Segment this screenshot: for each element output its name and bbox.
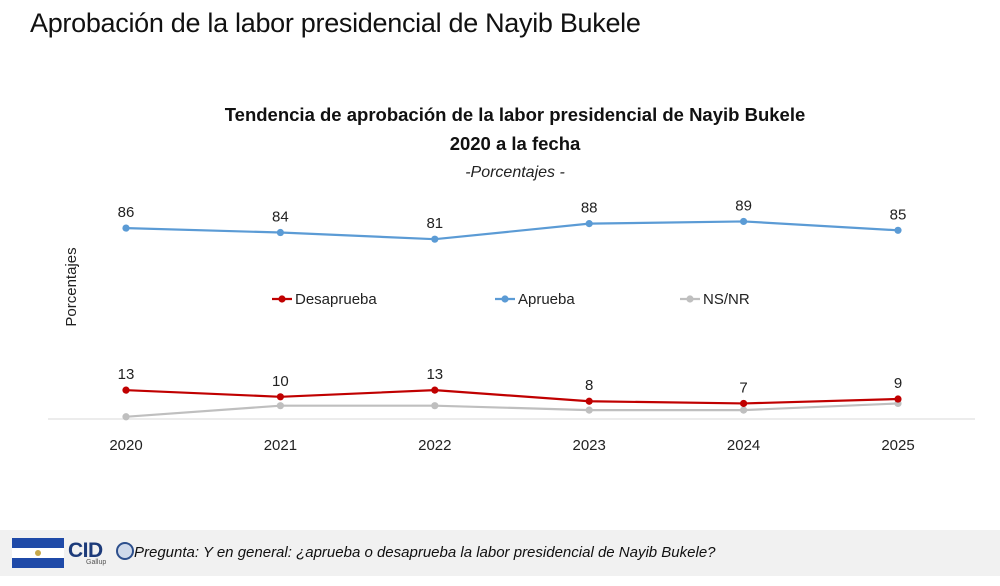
data-label-desaprueba-2024: 7 [739,379,747,396]
data-label-aprueba-2025: 85 [890,206,907,223]
data-point-desaprueba-2023 [585,397,593,405]
chart-title-line2: 2020 a la fecha [450,133,581,154]
data-point-aprueba-2020 [122,224,130,232]
footer: CID Gallup Pregunta: Y en general: ¿apru… [0,530,1000,576]
approval-line-chart: Tendencia de aprobación de la labor pres… [48,104,975,454]
data-point-ns-nr-2021 [276,402,284,410]
data-label-aprueba-2022: 81 [426,215,443,232]
data-point-desaprueba-2024 [740,399,748,408]
legend-marker-aprueba [501,295,509,303]
data-point-aprueba-2023 [585,220,593,228]
data-point-ns-nr-2024 [740,406,748,414]
data-point-desaprueba-2022 [431,386,439,394]
series-line-ns-nr [125,402,899,418]
legend-marker-ns-nr [686,295,694,303]
data-point-aprueba-2025 [894,226,902,234]
data-label-desaprueba-2021: 10 [272,373,289,390]
survey-question: Pregunta: Y en general: ¿aprueba o desap… [134,544,716,561]
logo-subtext: Gallup [86,559,107,566]
el-salvador-flag-icon [12,538,64,568]
data-point-ns-nr-2020 [122,413,130,421]
data-point-aprueba-2021 [276,228,284,237]
legend-label-ns-nr: NS/NR [703,291,750,308]
legend-label-desaprueba: Desaprueba [295,291,377,308]
x-tick-label-2024: 2024 [727,437,760,454]
data-label-desaprueba-2023: 8 [585,377,593,394]
legend-item-ns-nr: NS/NR [680,291,750,308]
globe-icon [116,542,134,560]
legend-label-aprueba: Aprueba [518,291,575,308]
data-label-desaprueba-2025: 9 [894,375,902,392]
slide-title: Aprobación de la labor presidencial de N… [30,8,641,38]
x-tick-label-2021: 2021 [264,437,297,454]
data-label-aprueba-2024: 89 [735,197,752,214]
data-point-desaprueba-2025 [894,395,902,403]
data-label-aprueba-2021: 84 [272,209,289,226]
cid-gallup-logo: CID Gallup [12,538,134,568]
x-tick-label-2022: 2022 [418,437,451,454]
data-point-aprueba-2022 [431,235,439,243]
data-label-aprueba-2020: 86 [118,204,135,221]
logo-text: CID [68,539,103,562]
legend-item-desaprueba: Desaprueba [272,291,377,308]
data-point-desaprueba-2021 [276,393,284,401]
data-point-desaprueba-2020 [122,386,130,394]
legend: Desaprueba Aprueba NS/NR [272,291,750,308]
chart-title: Tendencia de aprobación de la labor pres… [225,104,806,125]
data-point-ns-nr-2022 [431,402,439,410]
series-line-desaprueba [125,389,899,405]
chart-subtitle: -Porcentajes - [465,164,565,181]
y-axis-label: Porcentajes [63,247,80,326]
legend-marker-desaprueba [278,295,286,303]
data-label-desaprueba-2022: 13 [426,366,443,383]
x-tick-label-2023: 2023 [573,437,606,454]
x-tick-label-2020: 2020 [109,437,142,454]
legend-item-aprueba: Aprueba [495,291,575,308]
data-label-desaprueba-2020: 13 [118,366,135,383]
data-point-ns-nr-2023 [585,406,593,414]
data-label-aprueba-2023: 88 [581,200,598,217]
series-line-aprueba [125,220,899,241]
x-tick-label-2025: 2025 [881,437,914,454]
data-point-aprueba-2024 [740,217,748,226]
plot-area: 2020 2021 2022 2023 2024 2025 13 10 13 8 7 9 86 84 81 8… [109,197,914,454]
